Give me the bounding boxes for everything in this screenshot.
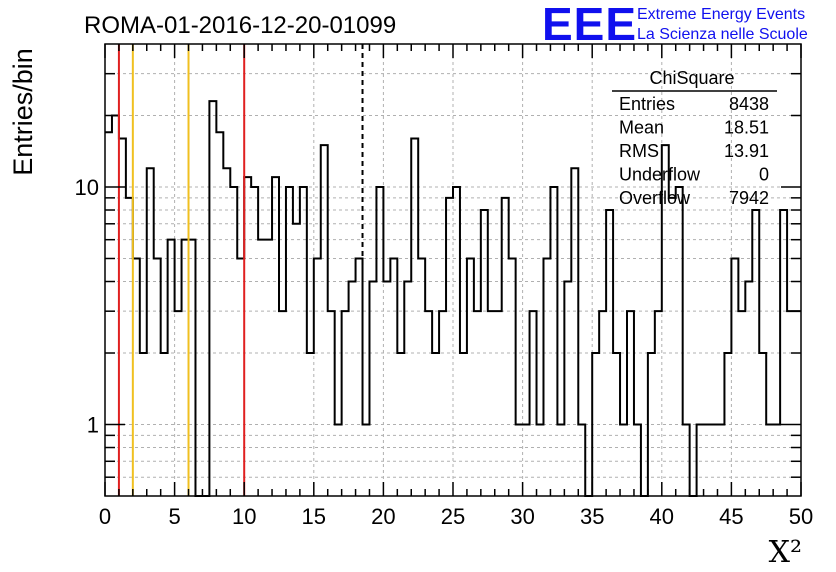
x-tick-label: 25 <box>441 504 465 529</box>
y-axis-label: Entries/bin <box>8 48 38 176</box>
chart-title: ROMA-01-2016-12-20-01099 <box>84 12 396 39</box>
histogram <box>105 100 801 497</box>
x-tick-label: 15 <box>302 504 326 529</box>
x-axis-label: X² <box>769 535 802 570</box>
ticks: 0 5 10 15 20 25 30 35 40 45 50 1 10 <box>75 44 813 529</box>
stats-label: Entries <box>619 94 675 114</box>
y-tick-label: 10 <box>75 175 99 200</box>
x-tick-label: 5 <box>168 504 180 529</box>
stats-title: ChiSquare <box>649 68 734 88</box>
stats-value: 8438 <box>729 94 769 114</box>
x-tick-label: 45 <box>719 504 743 529</box>
stats-label: Overflow <box>619 188 691 208</box>
x-tick-label: 35 <box>580 504 604 529</box>
x-tick-label: 0 <box>99 504 111 529</box>
stats-box: ChiSquare Entries 8438 Mean 18.51 RMS 13.91 Un… <box>612 68 777 208</box>
histogram-line <box>105 100 801 497</box>
x-tick-label: 30 <box>510 504 534 529</box>
stats-value: 0 <box>759 165 769 185</box>
stats-value: 18.51 <box>724 118 769 138</box>
eee-logo: EEE <box>542 0 637 50</box>
y-tick-label: 1 <box>87 413 99 438</box>
x-tick-label: 40 <box>650 504 674 529</box>
x-tick-label: 10 <box>232 504 256 529</box>
x-tick-label: 20 <box>371 504 395 529</box>
stats-value: 7942 <box>729 188 769 208</box>
logo-line-1: Extreme Energy Events <box>637 6 805 23</box>
stats-label: Underflow <box>619 165 701 185</box>
stats-label: Mean <box>619 118 664 138</box>
x-tick-label: 50 <box>789 504 813 529</box>
reference-lines <box>117 44 364 496</box>
stats-label: RMS <box>619 141 659 161</box>
stats-value: 13.91 <box>724 141 769 161</box>
logo-line-2: La Scienza nelle Scuole <box>637 26 808 43</box>
